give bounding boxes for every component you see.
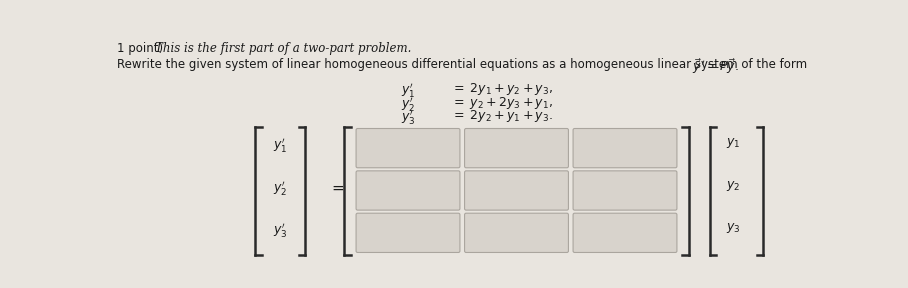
Text: $y_1'$: $y_1'$ xyxy=(401,81,416,99)
FancyBboxPatch shape xyxy=(356,213,460,253)
Text: $y_3'$: $y_3'$ xyxy=(401,109,416,126)
Text: $= \; y_2 + 2y_3 + y_1,$: $= \; y_2 + 2y_3 + y_1,$ xyxy=(450,95,553,111)
FancyBboxPatch shape xyxy=(573,213,677,253)
Text: $=$: $=$ xyxy=(330,179,346,194)
Text: $= \; 2y_2 + y_1 + y_3.$: $= \; 2y_2 + y_1 + y_3.$ xyxy=(450,109,553,124)
FancyBboxPatch shape xyxy=(465,128,568,168)
Text: $y_2'$: $y_2'$ xyxy=(273,179,287,196)
Text: This is the first part of a two-part problem.: This is the first part of a two-part pro… xyxy=(155,42,411,55)
Text: $y_1'$: $y_1'$ xyxy=(273,136,287,154)
Text: Rewrite the given system of linear homogeneous differential equations as a homog: Rewrite the given system of linear homog… xyxy=(116,58,806,71)
Text: $y_1$: $y_1$ xyxy=(726,136,741,150)
FancyBboxPatch shape xyxy=(465,213,568,253)
Text: $y_3$: $y_3$ xyxy=(726,221,741,235)
Text: $y_2'$: $y_2'$ xyxy=(401,95,416,113)
Text: $= \; 2y_1 + y_2 + y_3,$: $= \; 2y_1 + y_2 + y_3,$ xyxy=(450,81,553,97)
Text: $\vec{y}^{\,\prime} = P\vec{y}.$: $\vec{y}^{\,\prime} = P\vec{y}.$ xyxy=(692,58,738,76)
Text: $y_2$: $y_2$ xyxy=(726,179,741,193)
FancyBboxPatch shape xyxy=(573,171,677,210)
FancyBboxPatch shape xyxy=(465,171,568,210)
FancyBboxPatch shape xyxy=(356,171,460,210)
Text: $y_3'$: $y_3'$ xyxy=(272,221,288,239)
FancyBboxPatch shape xyxy=(356,128,460,168)
Text: 1 point): 1 point) xyxy=(116,42,163,55)
FancyBboxPatch shape xyxy=(573,128,677,168)
